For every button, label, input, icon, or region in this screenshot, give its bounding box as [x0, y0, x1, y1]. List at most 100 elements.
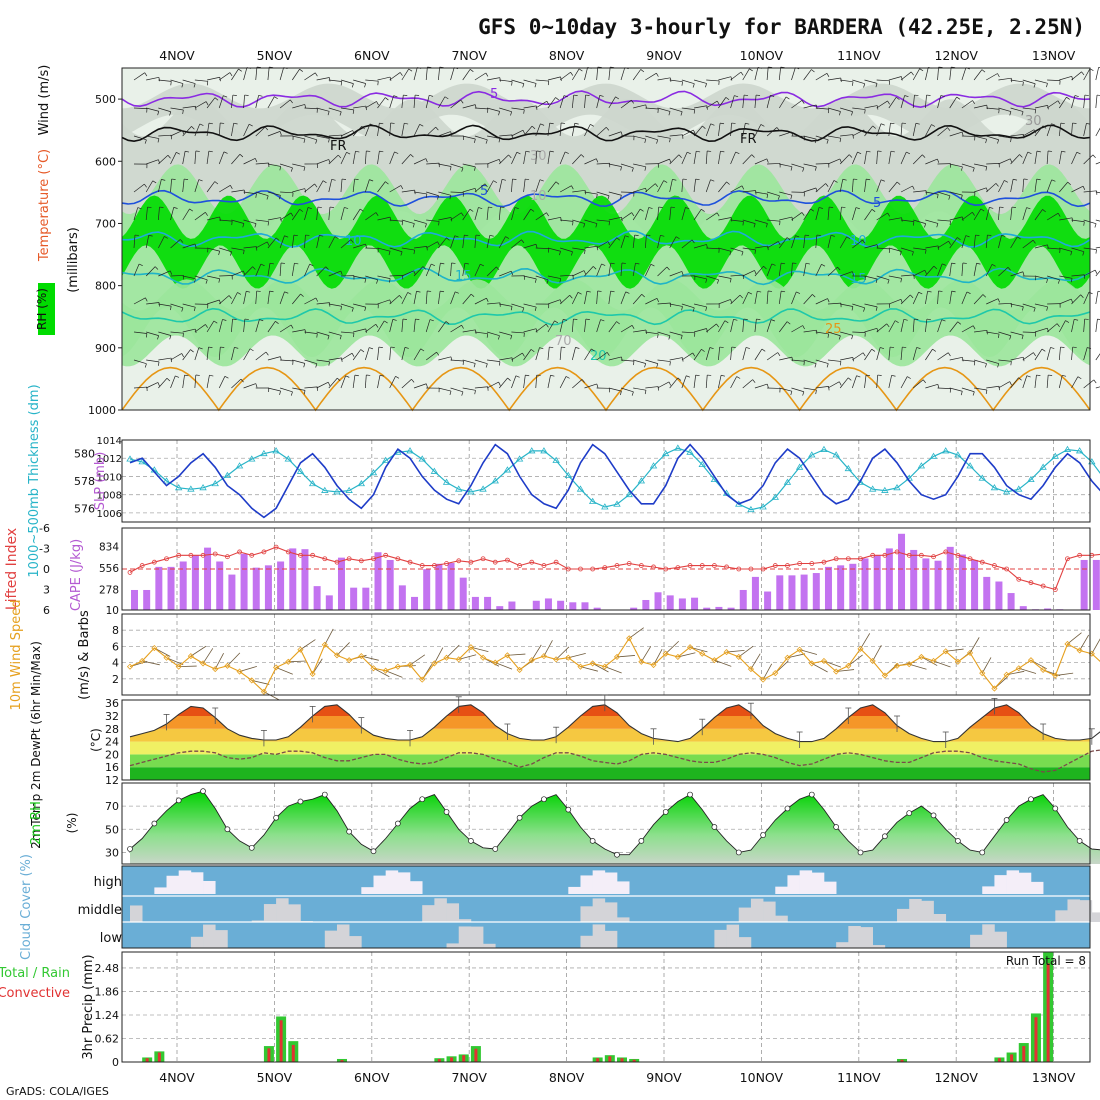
wind-barb-flag — [610, 262, 615, 265]
wind-barb-flag — [148, 234, 153, 237]
wind-barb — [206, 76, 220, 81]
cloud-fill — [373, 875, 386, 894]
wind-barb-flag — [802, 167, 805, 172]
li-marker — [992, 563, 997, 568]
wind-barb — [986, 163, 1000, 165]
wind-barb-flag — [650, 263, 655, 267]
wind-barb-flag — [525, 178, 530, 181]
rh-marker — [468, 838, 474, 844]
wind-barb-flag — [392, 319, 397, 321]
wind-barb — [827, 135, 841, 139]
cloud-fill — [336, 924, 350, 948]
wind-barb-flag — [341, 357, 343, 362]
wind-barb-flag — [852, 271, 854, 276]
wind-barb-flag — [801, 100, 805, 104]
wind-barb — [620, 359, 634, 362]
wind-barb — [438, 291, 441, 305]
wind-barb-flag — [880, 347, 885, 349]
wind-barb-flag — [1061, 150, 1066, 153]
li-marker — [578, 566, 583, 572]
rh-marker — [224, 826, 231, 833]
wind-barb-flag — [1062, 374, 1067, 377]
wind-barb-flag — [206, 81, 209, 86]
wind-barb — [778, 263, 782, 277]
wind-barb — [194, 375, 197, 389]
wind-barb — [986, 183, 997, 193]
isotherm-line — [121, 267, 1091, 286]
wind-barb — [754, 245, 768, 249]
cape-bar — [812, 573, 820, 610]
wind-barb — [218, 123, 221, 137]
wind-barb — [815, 235, 818, 249]
wind-barb — [900, 294, 911, 305]
surface-wind-barb — [288, 660, 307, 663]
wind-barb — [973, 294, 984, 305]
cloud-low-label: low — [100, 931, 123, 946]
wind-barb — [961, 387, 975, 393]
wind-barb — [973, 263, 977, 277]
wind-barb — [705, 179, 711, 193]
cape-bar — [1080, 559, 1088, 610]
wind-barb-flag — [424, 223, 427, 228]
rh-marker — [127, 846, 133, 852]
cloud-fill — [470, 926, 484, 948]
wind-barb-flag — [596, 383, 599, 388]
wind-barb-flag — [223, 95, 228, 98]
y-tick-label: 4 — [112, 657, 119, 670]
wind-barb — [669, 134, 683, 137]
wind-barb-flag — [749, 68, 753, 72]
rh-marker — [273, 814, 279, 821]
wind-barb-flag — [1018, 377, 1022, 381]
wind-barb-flag — [631, 167, 634, 172]
cape-tick-label: 10 — [106, 605, 119, 617]
wind-barb-flag — [497, 335, 500, 340]
wind-barb-flag — [924, 223, 927, 228]
wind-barb — [450, 359, 464, 362]
wind-barb — [742, 270, 755, 277]
wind-barb-flag — [972, 167, 975, 172]
wind-barb-flag — [422, 266, 427, 270]
wind-barb-flag — [922, 154, 926, 158]
wind-barb — [986, 359, 999, 364]
top-date-label: 4NOV — [159, 48, 195, 63]
wind-speed-marker — [480, 654, 487, 661]
li-marker — [310, 552, 316, 558]
wind-barb-flag — [695, 374, 700, 377]
wind-barb — [182, 126, 192, 137]
wind-barb-flag — [352, 109, 355, 114]
cape-bar — [252, 567, 260, 610]
wind-barb — [474, 207, 479, 221]
wind-barb — [718, 320, 726, 333]
wind-barb — [413, 246, 427, 249]
wind-barb-flag — [681, 81, 683, 86]
wind-barb-flag — [486, 298, 489, 302]
contour-label: 10 — [530, 189, 547, 204]
wind-barb-flag — [152, 180, 157, 184]
wind-barb-flag — [619, 195, 622, 200]
wind-barb-flag — [300, 293, 304, 297]
wind-barb-flag — [925, 249, 927, 254]
wind-barb — [426, 162, 440, 165]
rh-band-lower — [122, 279, 1090, 367]
wind-barb — [438, 131, 451, 137]
wind-barb — [620, 235, 626, 249]
wind-barb — [291, 263, 295, 277]
surface-wind-barb — [531, 644, 542, 661]
bottom-date-axis: 4NOV 5NOV 6NOV 7NOV 8NOV 9NOV 10NOV 11NOV 12NOV 1… — [159, 1070, 1075, 1085]
wind-barb — [377, 216, 391, 221]
top-date-axis: 4NOV 5NOV 6NOV 7NOV 8NOV 9NOV 10NOV 11NOV 12NOV 1… — [159, 48, 1075, 63]
wind-speed-marker — [553, 656, 560, 663]
thickness-marker — [674, 444, 682, 451]
wind-barb — [1010, 79, 1024, 83]
wind-barb — [949, 216, 963, 221]
wind-barb — [669, 377, 679, 389]
li-marker — [809, 561, 815, 566]
wind-speed-marker — [699, 650, 706, 657]
rh-frame — [121, 782, 1091, 865]
wind-barb-flag — [170, 81, 172, 86]
wind-barb — [1071, 185, 1084, 193]
wind-barb — [328, 79, 342, 82]
wind-barb-flag — [569, 294, 573, 299]
cape-bar — [934, 560, 942, 610]
wind-barb-flag — [644, 390, 647, 395]
